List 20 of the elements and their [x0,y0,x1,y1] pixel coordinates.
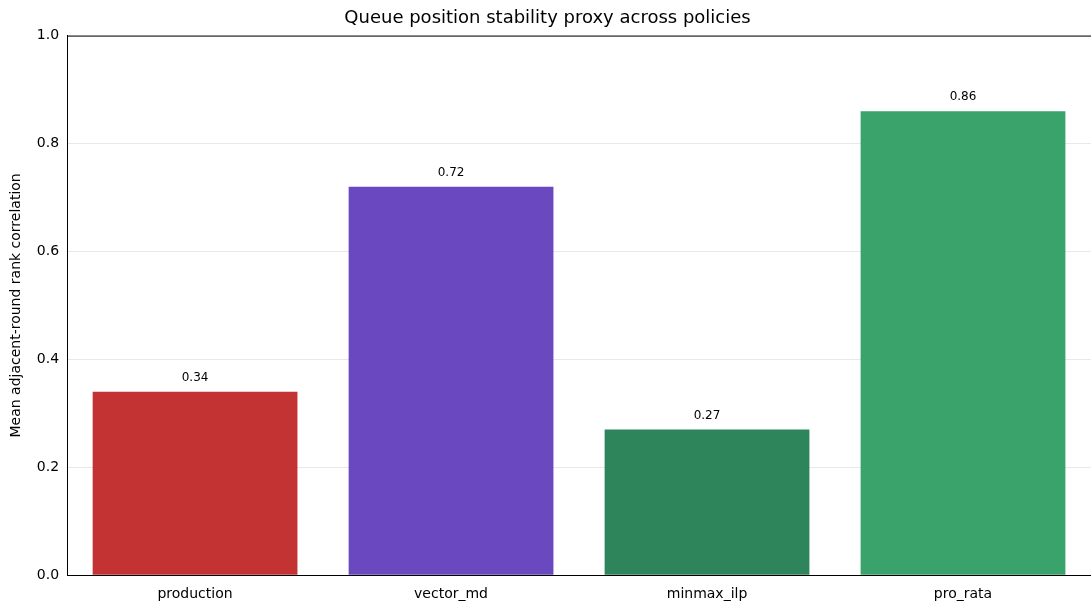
data-label: 0.72 [437,164,465,179]
y-tick-label: 0.4 [36,350,60,366]
chart-title: Queue position stability proxy across policies [344,6,751,28]
bar [860,111,1066,575]
data-label: 0.34 [181,369,209,384]
y-tick-label: 1.0 [36,26,60,43]
y-tick-label: 0.2 [36,457,60,474]
bar [348,186,554,575]
x-tick-label: production [157,585,233,602]
x-tick-label: vector_md [414,585,489,602]
y-tick-label: 0.0 [36,565,60,582]
data-label: 0.86 [949,89,977,104]
bar [92,391,298,575]
data-label: 0.27 [693,407,721,422]
x-tick-label: pro_rata [933,585,993,602]
y-axis-title: Mean adjacent-round rank correlation [7,173,24,438]
y-tick-label: 0.6 [36,242,60,259]
x-tick-label: minmax_ilp [666,585,748,602]
y-tick-label: 0.8 [36,134,60,151]
bar [604,429,810,575]
